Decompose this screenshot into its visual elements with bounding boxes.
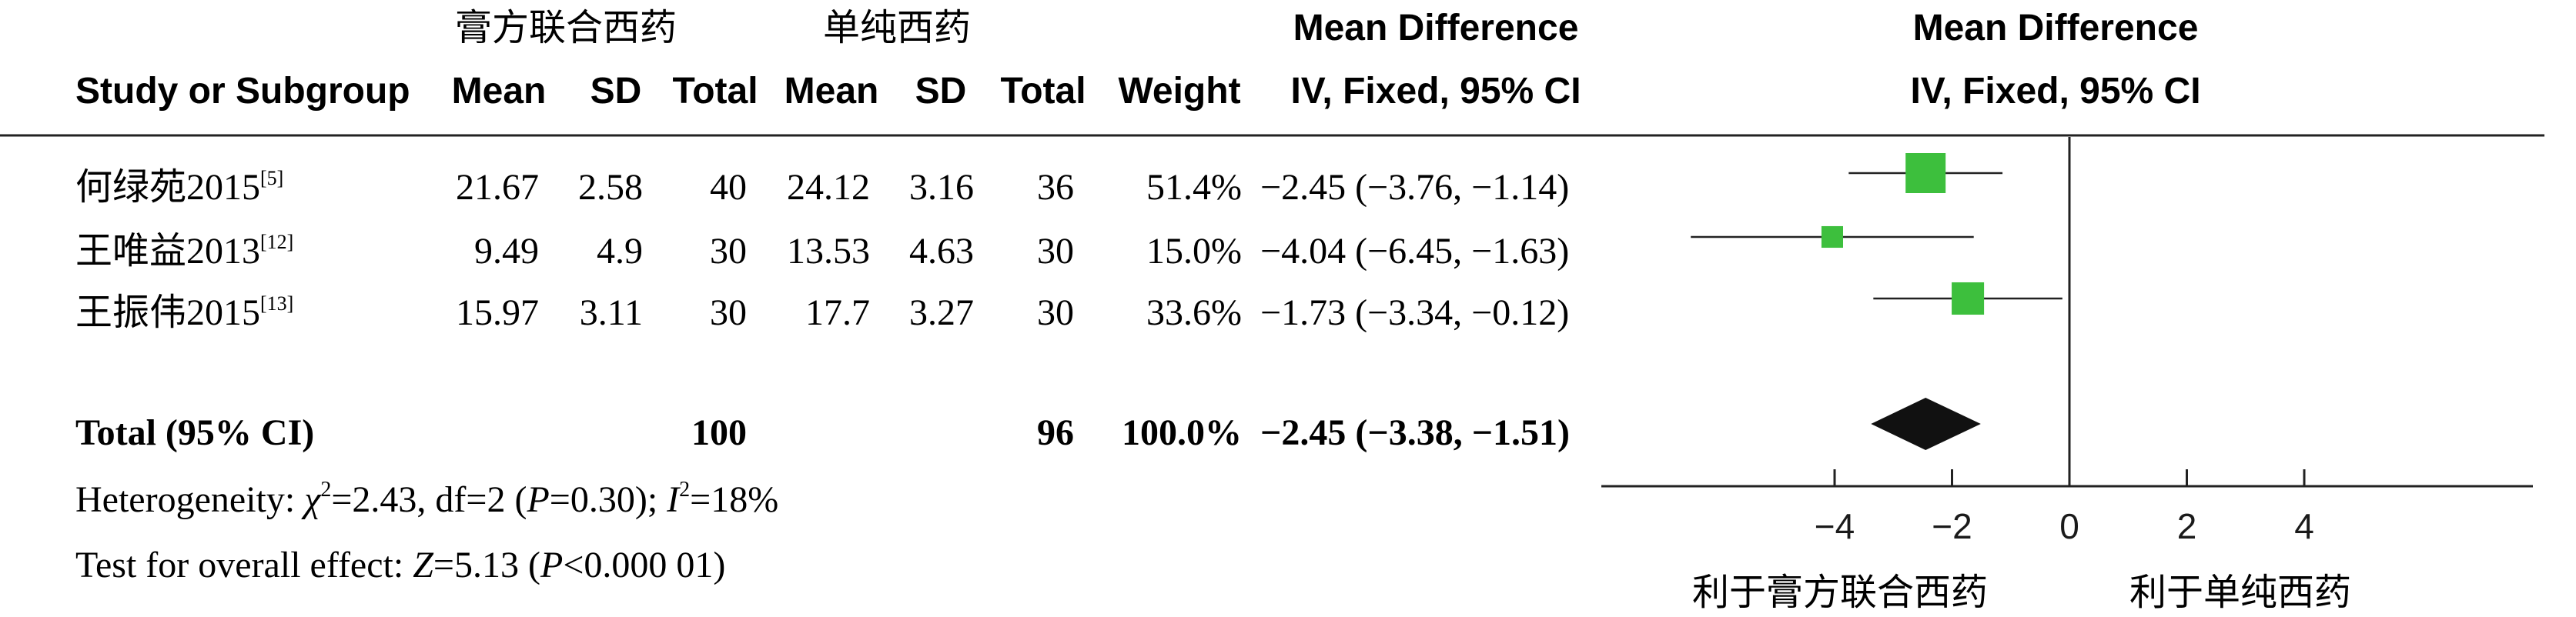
x-tick-label: 4 [2294,506,2314,546]
sd2: 3.16 [909,167,974,208]
overall-effect-text: Test for overall effect: Z=5.13 (P<0.000… [75,545,725,585]
group2-header: 单纯西药 [823,6,971,49]
weight: 51.4% [1146,167,1242,208]
mean1: 21.67 [456,167,539,208]
mean2: 13.53 [787,231,870,272]
mean1: 15.97 [456,292,539,333]
col-total1: Total [672,71,758,112]
md-ci: −2.45 (−3.76, −1.14) [1260,167,1569,208]
forest-graphics: −4 −2 0 2 4 [1601,137,2533,546]
study-row: 何绿苑2015[5] 21.67 2.58 40 24.12 3.16 36 5… [75,167,1569,208]
mean2: 17.7 [805,292,870,333]
total2: 30 [1037,231,1074,272]
total1: 30 [710,231,747,272]
effect-square [1952,282,1985,315]
total-weight: 100.0% [1122,412,1242,453]
effect-square [1821,225,1843,248]
sd1: 3.11 [580,292,643,333]
x-tick-label: 2 [2177,506,2197,546]
x-tick-label: −2 [1932,506,1972,546]
sd1: 2.58 [578,167,643,208]
weight: 15.0% [1146,231,1242,272]
effect-square [1905,153,1946,193]
total1: 30 [710,292,747,333]
study-name: 王振伟2015[13] [75,292,293,333]
md-header-sub: IV, Fixed, 95% CI [1290,71,1581,112]
col-sd2: SD [915,71,967,112]
total2: 36 [1037,167,1074,208]
md-header-title: Mean Difference [1293,8,1579,48]
study-name: 何绿苑2015[5] [75,167,283,208]
sd2: 4.63 [909,231,974,272]
weight: 33.6% [1146,292,1242,333]
mean2: 24.12 [787,167,870,208]
total1: 40 [710,167,747,208]
favours-left-label: 利于膏方联合西药 [1692,571,1988,614]
favours-right-label: 利于单纯西药 [2129,571,2351,614]
total2: 30 [1037,292,1074,333]
sd1: 4.9 [597,231,643,272]
total-md-ci: −2.45 (−3.38, −1.51) [1260,412,1570,453]
total-n2: 96 [1037,412,1074,453]
md-ci: −1.73 (−3.34, −0.12) [1260,292,1569,333]
x-tick-label: 0 [2059,506,2079,546]
col-sd1: SD [590,71,642,112]
study-row: 王振伟2015[13] 15.97 3.11 30 17.7 3.27 30 3… [75,292,1569,333]
col-total2: Total [1000,71,1086,112]
study-name: 王唯益2013[12] [75,231,293,272]
group1-header: 膏方联合西药 [455,6,677,49]
total-label: Total (95% CI) [75,412,314,453]
plot-header-sub: IV, Fixed, 95% CI [1910,71,2200,112]
total-n1: 100 [691,412,747,453]
col-mean1: Mean [452,71,547,112]
col-weight: Weight [1118,71,1240,112]
pooled-diamond [1871,398,1981,450]
sd2: 3.27 [909,292,974,333]
plot-header-title: Mean Difference [1913,8,2199,48]
md-ci: −4.04 (−6.45, −1.63) [1260,231,1569,272]
heterogeneity-text: Heterogeneity: χ2=2.43, df=2 (P=0.30); I… [75,478,778,520]
study-row: 王唯益2013[12] 9.49 4.9 30 13.53 4.63 30 15… [75,231,1569,272]
x-tick-label: −4 [1815,506,1855,546]
mean1: 9.49 [474,231,539,272]
col-study: Study or Subgroup [75,71,410,112]
total-row: Total (95% CI) 100 96 100.0% −2.45 (−3.3… [75,412,1570,453]
col-mean2: Mean [785,71,879,112]
